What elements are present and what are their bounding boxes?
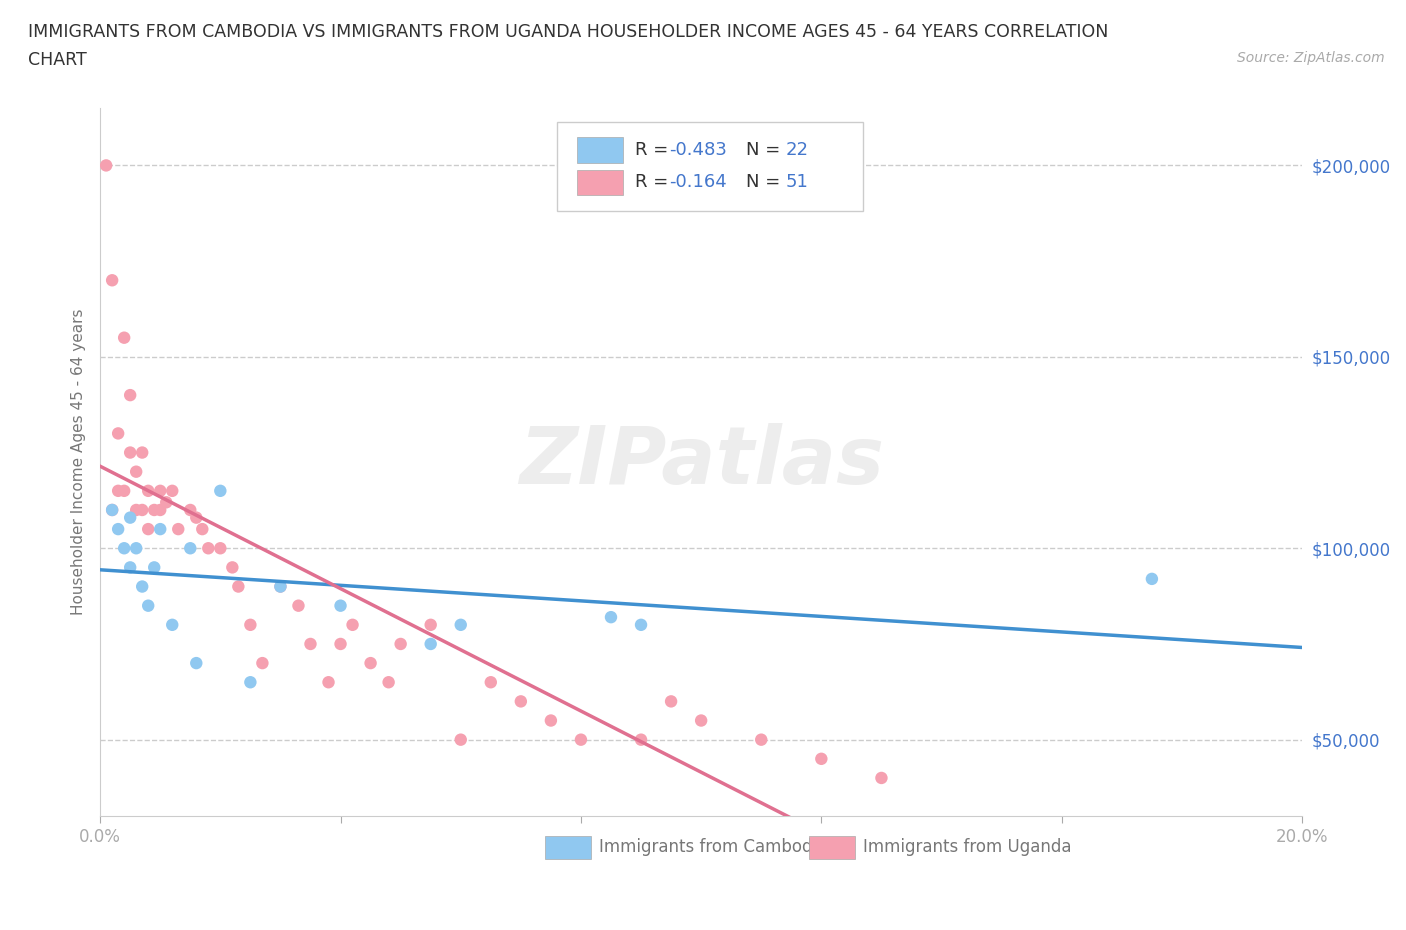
Point: [155, 495, 177, 510]
Point: [112, 541, 135, 556]
Point: [287, 598, 309, 613]
Text: R =: R =: [636, 173, 673, 192]
Text: N =: N =: [745, 173, 786, 192]
Point: [136, 484, 159, 498]
Point: [419, 618, 441, 632]
Point: [329, 636, 352, 651]
Point: [690, 713, 713, 728]
Point: [149, 502, 172, 517]
Point: [120, 560, 142, 575]
Point: [131, 579, 153, 594]
Bar: [578, 169, 623, 195]
Text: Source: ZipAtlas.com: Source: ZipAtlas.com: [1237, 51, 1385, 65]
Text: -0.164: -0.164: [669, 173, 727, 192]
Point: [419, 636, 441, 651]
Point: [342, 618, 364, 632]
Point: [450, 732, 472, 747]
Point: [101, 272, 124, 287]
Point: [252, 656, 274, 671]
Point: [269, 579, 291, 594]
Point: [120, 511, 142, 525]
Point: [870, 771, 893, 786]
Text: IMMIGRANTS FROM CAMBODIA VS IMMIGRANTS FROM UGANDA HOUSEHOLDER INCOME AGES 45 - : IMMIGRANTS FROM CAMBODIA VS IMMIGRANTS F…: [28, 23, 1108, 41]
Point: [450, 618, 472, 632]
Point: [377, 675, 399, 690]
Point: [179, 541, 201, 556]
Point: [125, 464, 148, 479]
Point: [112, 330, 135, 345]
Point: [389, 636, 412, 651]
Point: [186, 511, 208, 525]
Point: [269, 579, 291, 594]
Text: R =: R =: [636, 140, 673, 159]
Y-axis label: Householder Income Ages 45 - 64 years: Householder Income Ages 45 - 64 years: [72, 309, 86, 616]
FancyBboxPatch shape: [557, 122, 863, 211]
Bar: [546, 836, 591, 858]
Point: [101, 502, 124, 517]
Point: [239, 675, 262, 690]
Point: [318, 675, 340, 690]
Point: [120, 445, 142, 460]
Point: [136, 522, 159, 537]
Point: [120, 388, 142, 403]
Point: [179, 502, 201, 517]
Point: [209, 484, 232, 498]
Point: [600, 610, 623, 625]
Point: [107, 522, 129, 537]
Point: [810, 751, 832, 766]
Text: 51: 51: [786, 173, 808, 192]
Point: [191, 522, 214, 537]
Point: [228, 579, 250, 594]
Point: [136, 598, 159, 613]
Point: [94, 158, 117, 173]
Point: [659, 694, 682, 709]
Point: [630, 732, 652, 747]
Point: [162, 484, 184, 498]
Point: [479, 675, 502, 690]
Point: [630, 618, 652, 632]
Point: [221, 560, 243, 575]
Point: [162, 618, 184, 632]
Point: [107, 426, 129, 441]
Point: [299, 636, 322, 651]
Text: N =: N =: [745, 140, 786, 159]
Point: [197, 541, 219, 556]
Text: CHART: CHART: [28, 51, 87, 69]
Text: 22: 22: [786, 140, 808, 159]
Point: [125, 502, 148, 517]
Point: [131, 502, 153, 517]
Bar: [810, 836, 855, 858]
Point: [101, 502, 124, 517]
Point: [167, 522, 190, 537]
Text: -0.483: -0.483: [669, 140, 727, 159]
Point: [209, 541, 232, 556]
Point: [149, 484, 172, 498]
Point: [143, 560, 166, 575]
Point: [143, 502, 166, 517]
Point: [329, 598, 352, 613]
Point: [149, 522, 172, 537]
Point: [186, 656, 208, 671]
Point: [540, 713, 562, 728]
Point: [509, 694, 531, 709]
Text: Immigrants from Cambodia: Immigrants from Cambodia: [599, 839, 827, 857]
Bar: [578, 137, 623, 163]
Point: [360, 656, 382, 671]
Point: [125, 541, 148, 556]
Text: ZIPatlas: ZIPatlas: [519, 423, 883, 501]
Point: [131, 445, 153, 460]
Point: [569, 732, 592, 747]
Point: [1140, 571, 1163, 586]
Point: [107, 484, 129, 498]
Point: [239, 618, 262, 632]
Text: Immigrants from Uganda: Immigrants from Uganda: [863, 839, 1071, 857]
Point: [749, 732, 772, 747]
Point: [112, 484, 135, 498]
